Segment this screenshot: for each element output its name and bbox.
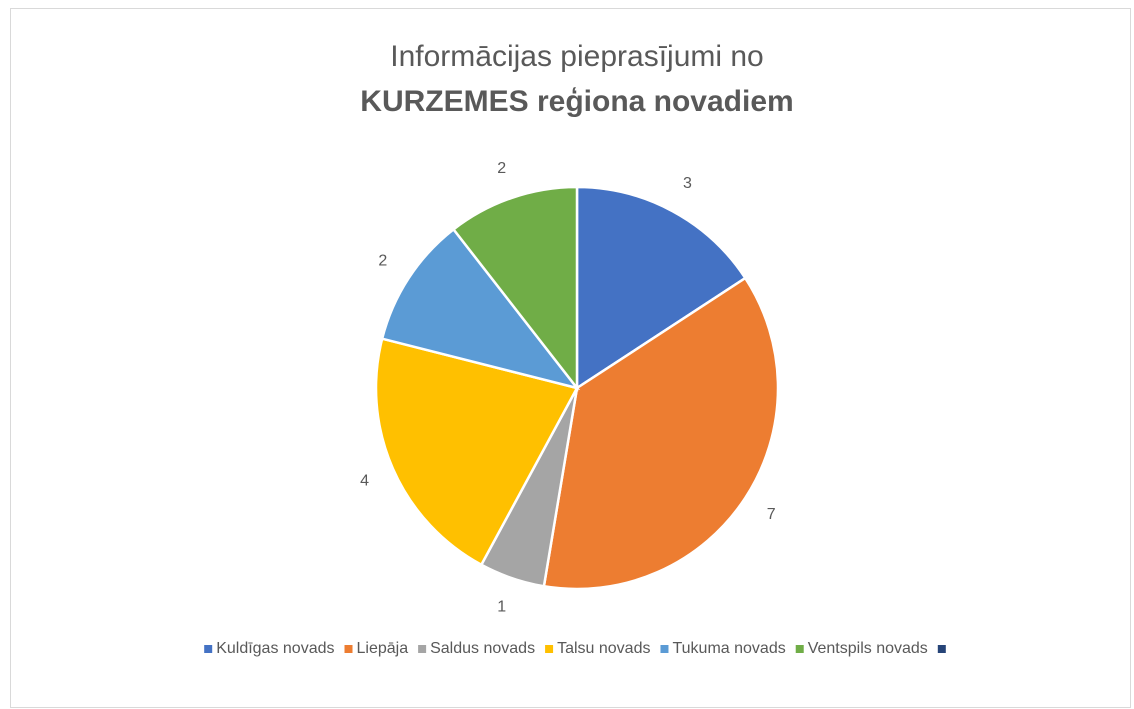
pie-slice bbox=[451, 185, 579, 392]
data-label: 3 bbox=[683, 175, 692, 192]
legend-marker bbox=[418, 645, 427, 653]
legend-marker bbox=[937, 645, 946, 653]
pie-slice bbox=[542, 276, 780, 591]
legend-marker bbox=[204, 645, 213, 653]
legend-label: Tukuma novads bbox=[672, 640, 785, 657]
legend-label: Saldus novads bbox=[430, 640, 535, 657]
data-label: 7 bbox=[767, 506, 776, 523]
data-label: 2 bbox=[497, 160, 506, 177]
pie-slice bbox=[374, 337, 579, 567]
legend-label: Liepāja bbox=[357, 640, 409, 657]
data-label: 4 bbox=[360, 472, 369, 489]
pie-slice bbox=[575, 185, 748, 391]
legend-marker bbox=[545, 645, 554, 653]
legend-label: Kuldīgas novads bbox=[216, 640, 334, 657]
legend-label: Talsu novads bbox=[557, 640, 650, 657]
legend-marker bbox=[660, 645, 669, 653]
chart-subtitle: KURZEMES reģiona novadiem bbox=[360, 85, 793, 118]
data-label: 2 bbox=[378, 252, 387, 269]
legend-marker bbox=[795, 645, 804, 653]
pie-slice bbox=[380, 227, 581, 391]
chart-title: Informācijas pieprasījumi no bbox=[390, 40, 764, 73]
data-label: 1 bbox=[497, 599, 506, 616]
legend-marker bbox=[344, 645, 353, 653]
legend-label: Ventspils novads bbox=[808, 640, 928, 657]
